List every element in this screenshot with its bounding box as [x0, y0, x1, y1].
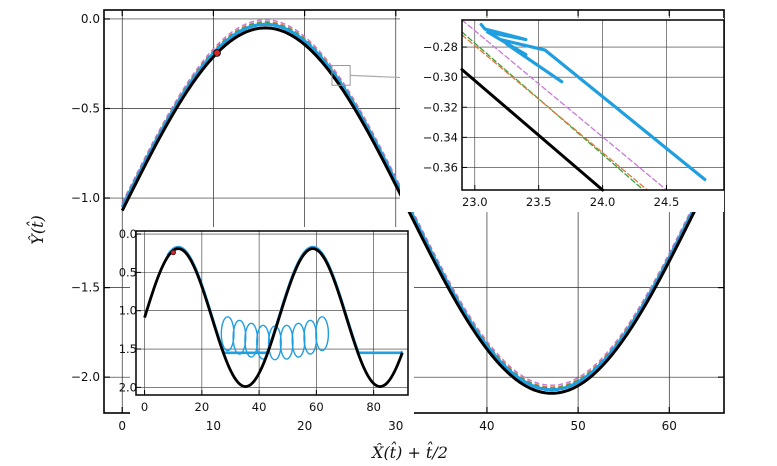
main-x-tick-label-3: 30 [388, 419, 403, 433]
main-y-tick-label-2: −1.0 [71, 191, 100, 205]
loops-y-tick-label-2: 1.0 [119, 304, 137, 318]
zoom-x-tick-label-3: 24.5 [654, 195, 680, 209]
zoom-x-tick-label-2: 24.0 [590, 195, 616, 209]
main-x-tick-label-1: 10 [206, 419, 221, 433]
main-x-ticks: 0 10 20 30 40 50 60 [118, 10, 677, 433]
main-x-tick-label-6: 60 [662, 419, 677, 433]
main-x-tick-label-4: 40 [479, 419, 494, 433]
zoom-inset-x-ticks: 23.0 23.5 24.0 24.5 [462, 185, 679, 209]
zoom-x-tick-label-0: 23.0 [462, 195, 488, 209]
zoom-series-3 [461, 19, 668, 191]
loops-x-tick-label-4: 80 [366, 400, 381, 414]
main-y-tick-label-4: −2.0 [71, 370, 100, 384]
zoom-series-5 [505, 42, 564, 84]
loops-inset-series [143, 245, 404, 388]
zoom-inset-background [400, 18, 724, 212]
loops-inset-grid [136, 231, 408, 395]
main-y-tick-label-3: −1.5 [71, 281, 100, 295]
loops-y-tick-label-3: 1.5 [119, 342, 137, 356]
zoom-region-box [331, 65, 351, 86]
loops-x-tick-label-2: 40 [252, 400, 267, 414]
loops-inset-background [130, 227, 414, 415]
zoom-inset-series [460, 19, 707, 192]
zoom-inset-frame [461, 19, 725, 191]
loops-ellipse-8 [315, 316, 330, 352]
loops-black-curve [143, 247, 404, 388]
loops-ellipse-3 [256, 324, 271, 360]
zoom-y-tick-label-0: −0.28 [423, 40, 458, 54]
y-axis-label: Ŷ(t̂) [27, 215, 47, 244]
loops-y-tick-label-0: 0.0 [119, 227, 137, 241]
loops-inset-frame [135, 230, 409, 396]
zoom-inset-y-ticks: −0.28 −0.30 −0.32 −0.34 −0.36 [423, 40, 467, 174]
loops-ellipse-2 [244, 322, 259, 358]
loops-x-tick-label-0: 0 [141, 400, 148, 414]
main-y-tick-label-0: 0.0 [81, 12, 100, 26]
loops-x-tick-label-3: 60 [309, 400, 324, 414]
loops-inset: 0 20 40 60 80 0.0 0.5 1.0 1.5 2.0 [119, 227, 414, 415]
loops-x-tick-label-1: 20 [195, 400, 210, 414]
zoom-series-1 [461, 31, 645, 191]
loops-ellipse-4 [267, 325, 282, 361]
zoom-series-0 [460, 68, 605, 192]
main-x-tick-label-0: 0 [118, 419, 126, 433]
loops-y-tick-label-4: 2.0 [119, 380, 137, 394]
zoom-series-2 [461, 34, 648, 191]
zoom-inset: 23.0 23.5 24.0 24.5 −0.28−0.30−0.32−0.34−0.… [400, 18, 725, 212]
zoom-y-tick-label-4: −0.36 [423, 160, 458, 174]
zoom-y-tick-label-2: −0.32 [423, 100, 458, 114]
main-y-tick-label-1: −0.5 [71, 102, 100, 116]
main-x-tick-label-5: 50 [570, 419, 585, 433]
x-axis-label: X̂(t̂) + t̂/2 [370, 442, 448, 462]
main-x-tick-label-2: 20 [297, 419, 312, 433]
loops-marker-point [170, 249, 176, 256]
main-marker-point [213, 49, 221, 57]
loops-y-tick-label-1: 0.5 [119, 265, 137, 279]
zoom-y-tick-label-3: −0.34 [423, 130, 458, 144]
zoom-y-tick-label-1: −0.30 [423, 70, 458, 84]
loops-ellipse-5 [279, 324, 294, 360]
loops-inset-y-ticks: 0.0 0.5 1.0 1.5 2.0 [119, 227, 141, 394]
loops-inset-x-ticks: 0 20 40 60 80 [141, 390, 381, 414]
zoom-x-tick-label-1: 23.5 [526, 195, 552, 209]
